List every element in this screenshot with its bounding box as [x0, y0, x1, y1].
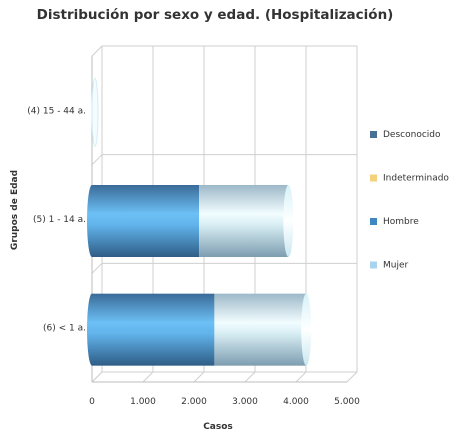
- x-axis-ticks: 0 1.000 2.000 3.000 4.000 5.000: [89, 397, 360, 407]
- bar-start-cap: [87, 185, 97, 257]
- legend-label: Mujer: [383, 261, 409, 271]
- floor-gridline: [193, 371, 205, 383]
- chart-title: Distribución por sexo y edad. (Hospitali…: [37, 7, 394, 23]
- legend-swatch: [370, 131, 377, 138]
- x-tick-label: 3.000: [232, 397, 258, 407]
- category-gridline: [91, 154, 103, 166]
- y-axis-title: Grupos de Edad: [10, 170, 20, 250]
- chart-bars: [87, 77, 312, 366]
- category-gridline: [91, 262, 103, 274]
- x-tick-label: 0: [89, 397, 95, 407]
- x-tick-label: 2.000: [181, 397, 207, 407]
- floor-gridline: [244, 371, 256, 383]
- legend-label: Indeterminado: [383, 174, 449, 184]
- bar-hombre: [92, 185, 200, 257]
- floor-gridline: [142, 371, 154, 383]
- legend-swatch: [370, 218, 377, 225]
- bar-end-cap: [283, 185, 294, 257]
- x-tick-label: 4.000: [283, 397, 309, 407]
- bar-mujer: [199, 185, 289, 257]
- y-tick-label: (5) 1 - 14 a.: [33, 215, 86, 225]
- bar-start-cap: [87, 293, 97, 366]
- bar-mujer: [214, 293, 307, 366]
- bar-hombre: [92, 293, 215, 366]
- y-tick-label: (4) 15 - 44 a.: [27, 106, 86, 116]
- x-axis-title: Casos: [203, 422, 233, 432]
- y-axis-ticks: (4) 15 - 44 a. (5) 1 - 14 a. (6) < 1 a.: [27, 106, 86, 333]
- legend-label: Hombre: [383, 217, 419, 227]
- category-gridline: [91, 45, 103, 57]
- chart-legend: Desconocido Indeterminado Hombre Mujer: [370, 130, 449, 271]
- floor-gridline: [295, 371, 307, 383]
- x-tick-label: 1.000: [130, 397, 156, 407]
- legend-swatch: [370, 174, 377, 182]
- floor-gridline: [346, 371, 358, 383]
- bar-end-cap: [301, 293, 312, 366]
- y-tick-label: (6) < 1 a.: [43, 324, 86, 334]
- bar-empty-cap: [91, 77, 99, 147]
- category-gridline: [91, 371, 103, 383]
- legend-swatch: [370, 261, 377, 269]
- legend-label: Desconocido: [383, 130, 441, 140]
- x-tick-label: 5.000: [334, 397, 360, 407]
